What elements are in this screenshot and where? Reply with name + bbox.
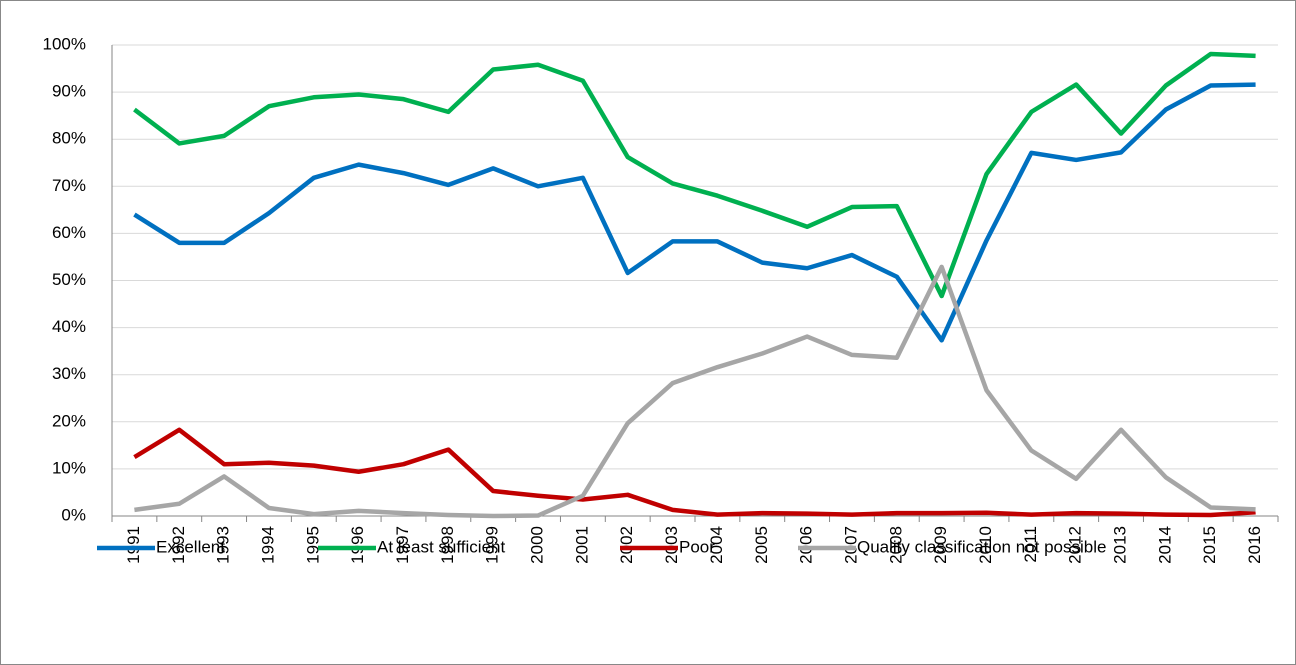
y-tick-label: 0% xyxy=(61,505,86,524)
x-tick-label: 1993 xyxy=(214,526,233,564)
y-tick-label: 60% xyxy=(52,223,86,242)
x-tick-label: 1998 xyxy=(438,526,457,564)
series-line xyxy=(133,51,1256,299)
x-tick-label: 1994 xyxy=(258,526,277,564)
y-tick-label: 40% xyxy=(52,317,86,336)
x-tick-label: 2015 xyxy=(1200,526,1219,564)
x-tick-label: 2014 xyxy=(1155,526,1174,564)
y-tick-label: 50% xyxy=(52,270,86,289)
x-tick-label: 2007 xyxy=(841,526,860,564)
x-tick-label: 1999 xyxy=(483,526,502,564)
legend-label: At least sufficient xyxy=(377,537,505,556)
x-tick-label: 2016 xyxy=(1245,526,1264,564)
legend-label: Poor xyxy=(679,537,715,556)
y-tick-label: 70% xyxy=(52,176,86,195)
x-tick-label: 2012 xyxy=(1066,526,1085,564)
y-tick-label: 100% xyxy=(43,34,86,53)
x-tick-label: 2000 xyxy=(528,526,547,564)
x-tick-label: 2011 xyxy=(1021,526,1040,563)
x-tick-label: 1996 xyxy=(348,526,367,564)
x-tick-label: 2004 xyxy=(707,526,726,564)
x-tick-label: 1991 xyxy=(124,526,143,564)
x-tick-label: 1992 xyxy=(169,526,188,564)
x-tick-label: 1995 xyxy=(303,526,322,564)
y-tick-label: 10% xyxy=(52,458,86,477)
x-tick-label: 2001 xyxy=(572,526,591,564)
series-line xyxy=(133,427,1256,518)
x-tick-label: 2003 xyxy=(662,526,681,564)
series-line xyxy=(134,264,1256,519)
legend-label: Quality classification not possible xyxy=(857,537,1106,556)
y-tick-label: 20% xyxy=(52,411,86,430)
x-tick-label: 2008 xyxy=(886,526,905,564)
series-line xyxy=(133,82,1256,343)
y-tick-label: 90% xyxy=(52,82,86,101)
y-tick-label: 30% xyxy=(52,364,86,383)
x-tick-label: 2013 xyxy=(1111,526,1130,564)
x-tick-label: 2002 xyxy=(617,526,636,564)
x-tick-label: 2005 xyxy=(752,526,771,564)
x-tick-label: 2010 xyxy=(976,526,995,564)
legend-label: Excellent xyxy=(156,537,225,556)
y-tick-label: 80% xyxy=(52,129,86,148)
x-tick-label: 1997 xyxy=(393,526,412,564)
x-tick-label: 2009 xyxy=(931,526,950,564)
x-tick-label: 2006 xyxy=(797,526,816,564)
